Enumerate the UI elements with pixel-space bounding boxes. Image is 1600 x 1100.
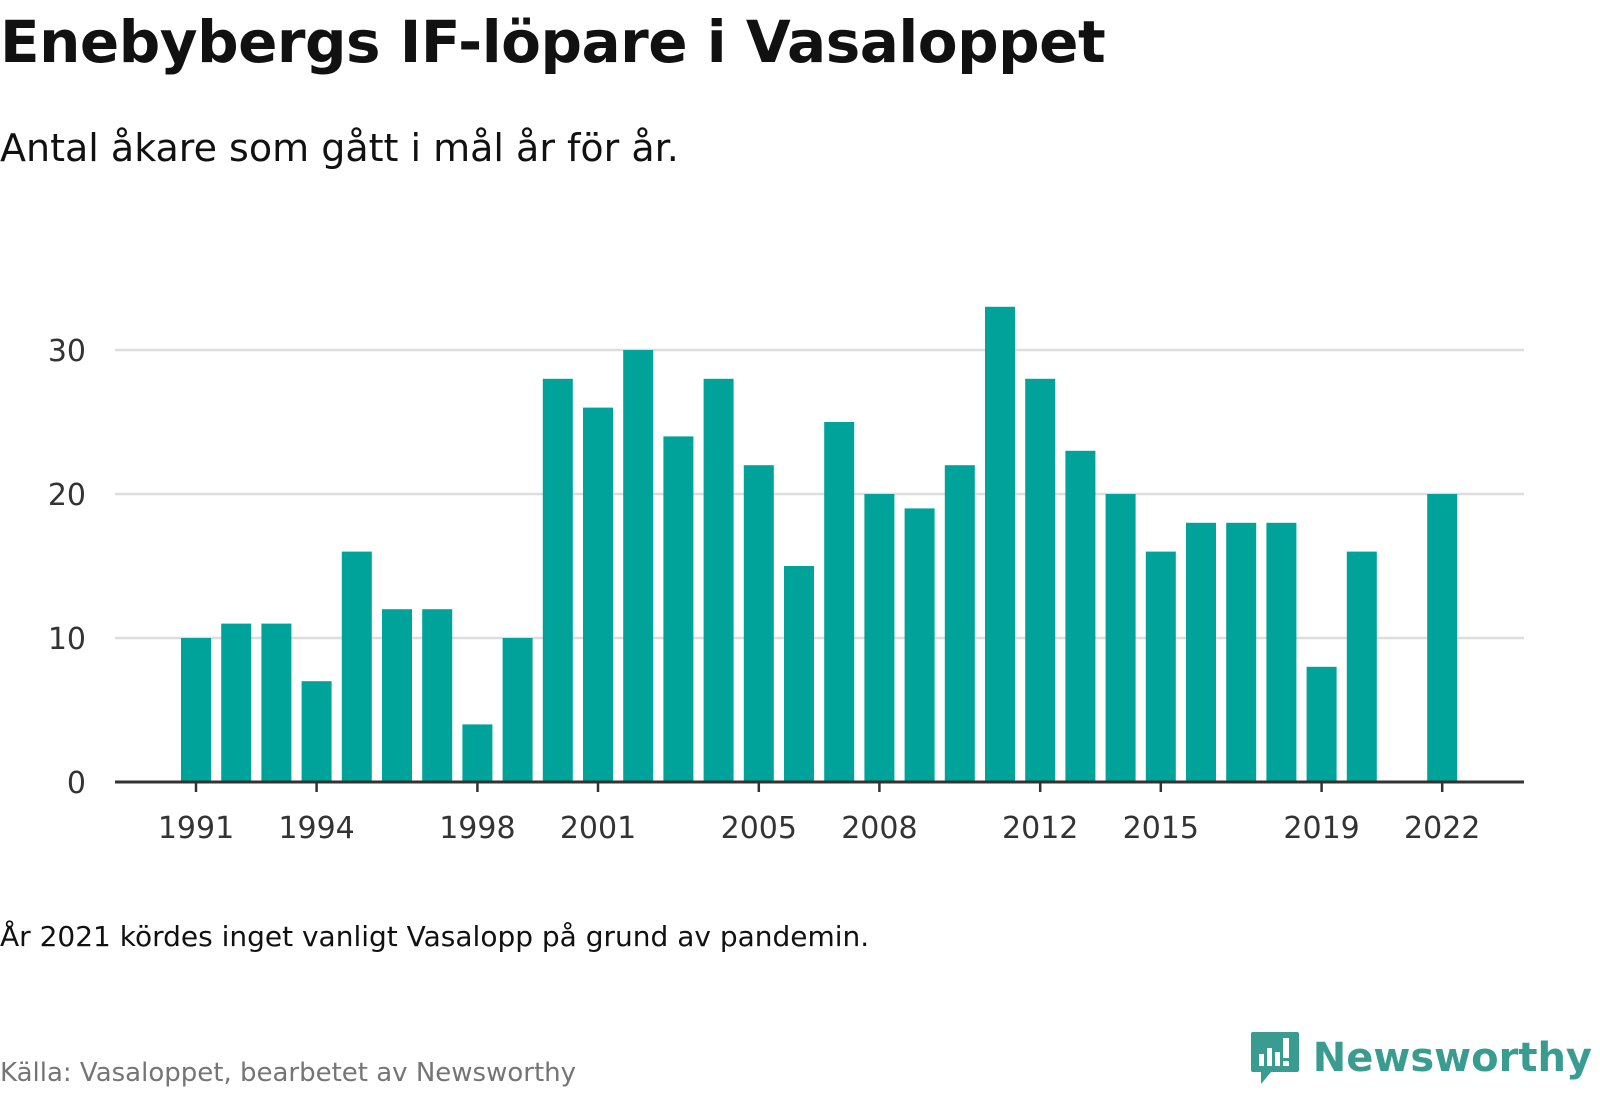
y-tick-label: 20 bbox=[48, 478, 86, 513]
newsworthy-logo-icon bbox=[1250, 1032, 1299, 1084]
bar-2011 bbox=[985, 306, 1015, 782]
bar-2010 bbox=[944, 465, 975, 782]
chart-subtitle: Antal åkare som gått i mål år för år. bbox=[0, 126, 679, 170]
bars bbox=[181, 306, 1458, 782]
x-tick-label: 1991 bbox=[158, 811, 234, 846]
bar-1999 bbox=[502, 638, 533, 782]
x-tick-label: 2012 bbox=[1002, 811, 1078, 846]
x-tick-label: 1994 bbox=[278, 811, 354, 846]
x-tick-label: 2005 bbox=[721, 811, 797, 846]
bar-2004 bbox=[703, 378, 734, 782]
bar-2003 bbox=[663, 436, 694, 782]
bar-1997 bbox=[422, 609, 453, 782]
bar-1998 bbox=[462, 724, 493, 782]
y-tick-label: 30 bbox=[48, 334, 86, 369]
bar-2018 bbox=[1266, 522, 1297, 782]
bar-2007 bbox=[824, 422, 855, 782]
x-tick-label: 2015 bbox=[1123, 811, 1199, 846]
newsworthy-logo: Newsworthy bbox=[1249, 1030, 1592, 1086]
x-tick-label: 2019 bbox=[1283, 811, 1359, 846]
x-tick-label: 2008 bbox=[841, 811, 917, 846]
bar-2002 bbox=[623, 350, 654, 782]
bar-2005 bbox=[743, 465, 774, 782]
bar-2009 bbox=[904, 508, 935, 782]
y-tick-label: 10 bbox=[48, 622, 86, 657]
bar-2000 bbox=[542, 378, 573, 782]
brand-name: Newsworthy bbox=[1312, 1035, 1592, 1081]
bar-1991 bbox=[181, 638, 211, 782]
bar-2019 bbox=[1306, 666, 1337, 782]
bar-2013 bbox=[1065, 450, 1096, 782]
bar-2012 bbox=[1025, 378, 1056, 782]
bar-1996 bbox=[382, 609, 412, 782]
gridlines bbox=[115, 348, 1524, 640]
x-tick-label: 1998 bbox=[439, 811, 515, 846]
bar-1995 bbox=[341, 551, 372, 782]
bar-2014 bbox=[1105, 494, 1136, 782]
bar-2001 bbox=[583, 407, 613, 782]
bar-1994 bbox=[301, 681, 332, 782]
bar-chart: 0 10 20 30 1991 1994 1998 2001 2005 2008 2012 2015 2… bbox=[48, 306, 1524, 846]
bar-2022 bbox=[1427, 494, 1458, 782]
x-tick-label: 2001 bbox=[560, 811, 636, 846]
y-tick-label: 0 bbox=[67, 766, 86, 801]
source-credit: Källa: Vasaloppet, bearbetet av Newswort… bbox=[0, 1058, 576, 1088]
axes: 0 10 20 30 1991 1994 1998 2001 2005 2008 2012 2015 2… bbox=[48, 334, 1524, 846]
bar-2017 bbox=[1226, 522, 1257, 782]
bar-1992 bbox=[221, 623, 252, 782]
bar-2008 bbox=[864, 494, 895, 782]
chart-note: År 2021 kördes inget vanligt Vasalopp på… bbox=[0, 920, 870, 953]
bar-1993 bbox=[261, 623, 292, 782]
bar-2020 bbox=[1346, 551, 1377, 782]
bar-2016 bbox=[1186, 522, 1216, 782]
x-tick-label: 2022 bbox=[1404, 811, 1480, 846]
bar-2006 bbox=[784, 566, 814, 782]
bar-2015 bbox=[1145, 551, 1176, 782]
chart-title: Enebybergs IF-löpare i Vasaloppet bbox=[0, 8, 1106, 76]
